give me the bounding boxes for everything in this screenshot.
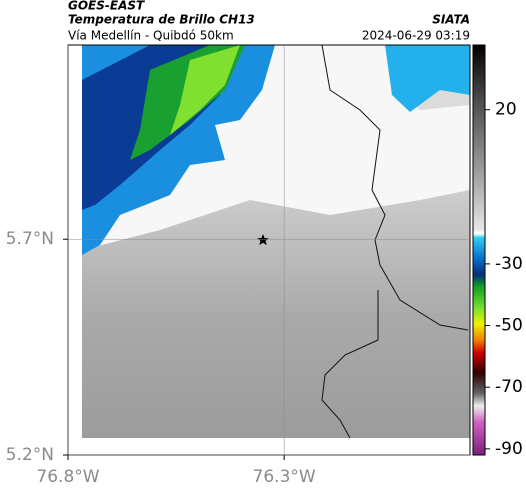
colorbar-label: -90 <box>495 439 523 459</box>
x-tick-label: 76.8°W <box>36 467 99 487</box>
boundary <box>321 44 469 439</box>
y-tick-label: 5.2°N <box>6 445 54 465</box>
x-tick-label: 76.3°W <box>253 467 316 487</box>
title: Temperatura de Brillo CH13 <box>68 13 255 27</box>
subtitle: Vía Medellín - Quibdó 50km <box>68 29 234 43</box>
datetime: 2024-06-29 03:19 <box>362 29 470 43</box>
colorbar-label: -50 <box>495 316 523 336</box>
colorbar-label: -70 <box>495 377 523 397</box>
y-tick-label: 5.7°N <box>6 229 54 249</box>
colorbar <box>472 44 486 456</box>
cloud-lightgreen <box>170 45 240 135</box>
source: GOES-EAST <box>68 0 145 13</box>
colorbar-label: 20 <box>495 100 517 120</box>
satellite-image <box>82 44 470 439</box>
cloud-blue-ne <box>385 45 470 112</box>
station-star <box>257 234 269 246</box>
colorbar-label: -30 <box>495 254 523 274</box>
brand: SIATA <box>432 13 470 27</box>
cold-tops <box>82 45 470 250</box>
